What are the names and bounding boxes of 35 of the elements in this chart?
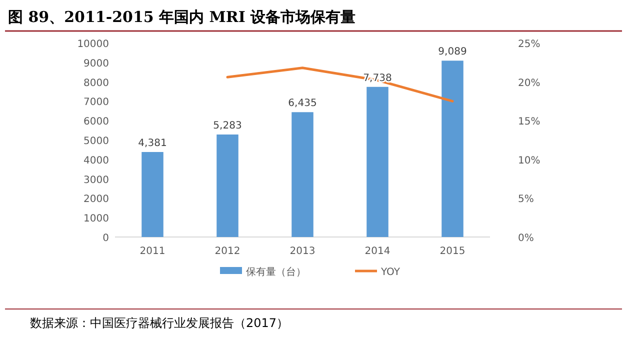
y2-tick-label: 10% xyxy=(518,155,540,166)
x-tick-label: 2012 xyxy=(214,246,240,257)
y-tick-label: 3000 xyxy=(84,174,109,186)
y2-tick-label: 15% xyxy=(518,116,540,128)
y-tick-label: 8000 xyxy=(84,78,109,89)
y-tick-label: 1000 xyxy=(84,214,109,225)
data-label: 6,435 xyxy=(288,98,317,110)
x-tick-label: 2011 xyxy=(140,246,166,257)
bar xyxy=(216,134,238,237)
y-tick-label: 2000 xyxy=(84,194,109,206)
data-label: 5,283 xyxy=(213,120,242,132)
legend-label: YOY xyxy=(380,267,401,278)
y2-tick-label: 0% xyxy=(518,233,534,244)
bar xyxy=(366,86,388,237)
y2-tick-label: 25% xyxy=(518,39,540,50)
y-tick-label: 0 xyxy=(102,233,109,244)
y2-tick-label: 5% xyxy=(518,194,534,206)
y-tick-label: 7000 xyxy=(84,97,109,108)
x-tick-label: 2014 xyxy=(364,246,390,257)
bar xyxy=(292,112,314,237)
data-label: 9,089 xyxy=(438,46,467,58)
bar xyxy=(442,60,464,237)
legend-label: 保有量（台） xyxy=(246,266,306,278)
y-tick-label: 4000 xyxy=(84,155,109,166)
chart-title: 图 89、2011-2015 年国内 MRI 设备市场保有量 xyxy=(8,8,356,26)
bar xyxy=(142,152,164,237)
y-tick-label: 6000 xyxy=(84,116,109,128)
y-tick-label: 9000 xyxy=(84,58,109,70)
x-tick-label: 2013 xyxy=(290,246,316,257)
source-note: 数据来源：中国医疗器械行业发展报告（2017） xyxy=(30,316,289,330)
data-label: 4,381 xyxy=(138,138,167,150)
x-tick-label: 2015 xyxy=(440,246,466,257)
y2-tick-label: 20% xyxy=(518,78,540,89)
y-tick-label: 10000 xyxy=(77,39,109,50)
y-tick-label: 5000 xyxy=(84,136,109,147)
